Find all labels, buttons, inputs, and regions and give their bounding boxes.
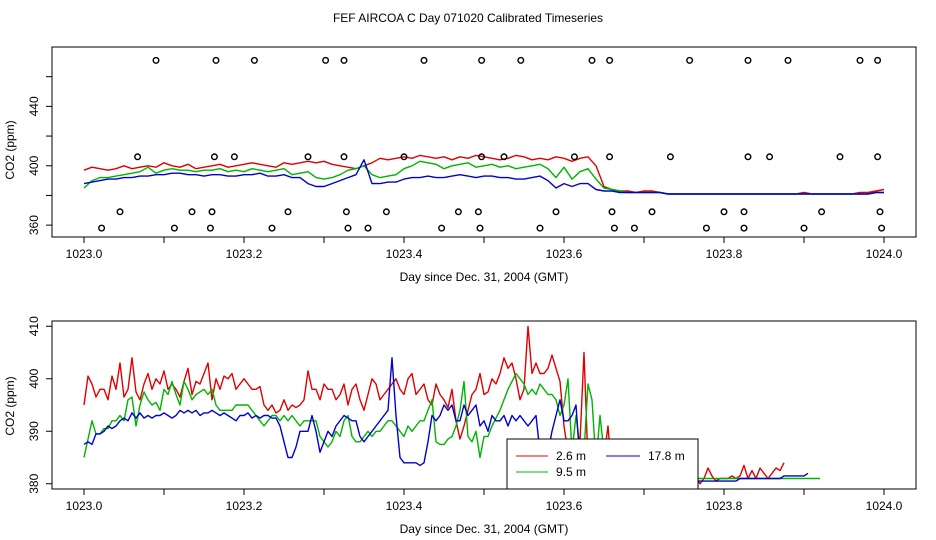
legend: 2.6 m 9.5 m 17.8 m [506,438,699,490]
calibration-marker [344,224,352,232]
calibration-marker [818,208,826,216]
top-x-axis-label: Day since Dec. 31, 2004 (GMT) [400,270,569,284]
x-tick-label: 1023.4 [386,247,423,261]
calibration-marker [570,153,578,161]
legend-label-2-6m: 2.6 m [556,449,586,463]
y-tick-label: 410 [27,316,41,336]
calibration-marker [342,208,350,216]
calibration-marker [340,153,348,161]
calibration-marker [517,56,525,64]
x-tick-label: 1023.2 [226,247,263,261]
calibration-marker [188,208,196,216]
legend-label-17-8m: 17.8 m [648,449,685,463]
calibration-marker [740,224,748,232]
calibration-marker [800,224,808,232]
chart-title: FEF AIRCOA C Day 071020 Calibrated Times… [333,11,603,25]
y-tick-label: 400 [27,155,41,175]
x-tick-label: 1023.0 [66,499,103,513]
calibration-marker [134,153,142,161]
x-tick-label: 1023.2 [226,499,263,513]
calibration-marker [836,153,844,161]
calibration-marker [536,224,544,232]
calibration-marker [212,56,220,64]
top-y-axis-label: CO2 (ppm) [3,120,17,179]
calibration-marker [210,153,218,161]
y-tick-label: 390 [27,421,41,441]
calibration-marker [304,153,312,161]
calibration-marker [340,56,348,64]
calibration-marker [478,56,486,64]
calibration-marker [250,56,258,64]
calibration-marker [874,153,882,161]
calibration-marker [474,208,482,216]
x-tick-label: 1023.6 [546,499,583,513]
calibration-marker [476,224,484,232]
calibration-marker [766,153,774,161]
calibration-marker [208,208,216,216]
x-tick-label: 1023.4 [386,499,423,513]
calibration-marker [478,153,486,161]
calibration-marker [610,224,618,232]
calibration-marker [666,153,674,161]
calibration-marker [744,153,752,161]
x-tick-label: 1024.0 [866,499,903,513]
legend-label-9-5m: 9.5 m [556,465,586,479]
calibration-marker [702,224,710,232]
calibration-marker [152,56,160,64]
bottom-x-axis-label: Day since Dec. 31, 2004 (GMT) [400,522,569,536]
y-tick-label: 360 [27,215,41,235]
series-line-17-8-m [83,357,809,482]
calibration-marker [98,224,106,232]
top-plot-frame [51,46,917,238]
calibration-marker [720,208,728,216]
calibration-marker [740,208,748,216]
top-panel: 1023.0 1023.2 1023.4 1023.6 1023.8 1024.0 360… [3,46,917,284]
calibration-marker [500,153,508,161]
bottom-panel: 1023.0 1023.2 1023.4 1023.6 1023.8 1024.0 380… [3,316,917,536]
series-line-9-5-m [83,160,884,195]
y-tick-label: 380 [27,473,41,493]
bottom-y-axis-label: CO2 (ppm) [3,376,17,435]
calibration-marker [744,56,752,64]
calibration-marker [878,224,886,232]
calibration-marker [206,224,214,232]
x-tick-label: 1023.8 [706,499,743,513]
calibration-marker [284,208,292,216]
calibration-marker [606,56,614,64]
calibration-marker [364,224,372,232]
calibration-marker [784,56,792,64]
calibration-marker [268,224,276,232]
series-line-17-8-m [83,159,884,195]
calibration-marker [400,153,408,161]
x-tick-label: 1024.0 [866,247,903,261]
calibration-marker [116,208,124,216]
calibration-marker [454,208,462,216]
x-tick-label: 1023.8 [706,247,743,261]
legend-box [506,438,699,490]
calibration-marker [170,224,178,232]
calibration-marker [876,208,884,216]
calibration-marker [608,208,616,216]
calibration-marker [438,224,446,232]
calibration-marker [606,153,614,161]
y-tick-label: 400 [27,368,41,388]
calibration-marker [686,56,694,64]
calibration-marker [322,56,330,64]
bottom-plot-frame [51,320,917,490]
calibration-marker [874,56,882,64]
calibration-marker [420,56,428,64]
y-tick-label: 440 [27,96,41,116]
calibration-marker [552,208,560,216]
calibration-marker [382,208,390,216]
calibration-marker [230,153,238,161]
calibration-marker [648,208,656,216]
series-line-2-6-m [83,154,885,195]
calibration-marker [588,56,596,64]
x-tick-label: 1023.6 [546,247,583,261]
x-tick-label: 1023.0 [66,247,103,261]
calibration-marker [856,56,864,64]
calibration-marker [630,224,638,232]
